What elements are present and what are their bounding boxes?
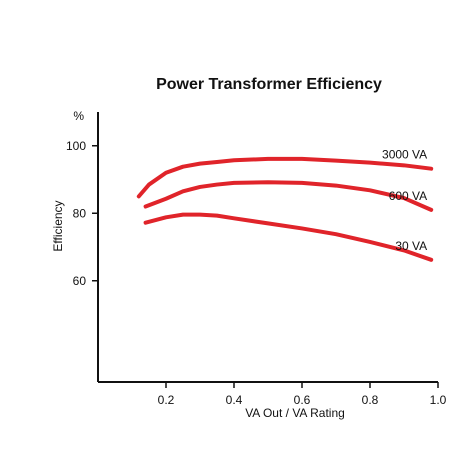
series-lines [136, 156, 434, 262]
y-tick-label: 60 [73, 274, 87, 288]
series-line-3000-va [136, 156, 434, 199]
x-tick-label: 0.6 [294, 393, 311, 407]
series-line-30-va [143, 212, 434, 262]
y-axis-unit: % [73, 109, 84, 123]
series-label-600-va: 600 VA [389, 189, 427, 203]
x-ticks: 0.2 0.4 0.6 0.8 1.0 [158, 382, 447, 407]
x-tick-label: 0.8 [362, 393, 379, 407]
series-label-30-va: 30 VA [395, 239, 427, 253]
y-ticks: 60 80 100 [66, 139, 98, 288]
series-line-600-va [143, 180, 434, 212]
series-labels: 3000 VA 600 VA 30 VA [382, 148, 427, 253]
series-label-3000-va: 3000 VA [382, 148, 427, 162]
x-axis-title: VA Out / VA Rating [245, 406, 345, 420]
y-tick-label: 100 [66, 139, 86, 153]
y-axis-title: Efficiency [51, 200, 65, 251]
x-tick-label: 0.2 [158, 393, 175, 407]
x-tick-label: 0.4 [226, 393, 243, 407]
x-tick-label: 1.0 [430, 393, 447, 407]
y-tick-label: 80 [73, 206, 87, 220]
chart-title: Power Transformer Efficiency [156, 76, 382, 93]
